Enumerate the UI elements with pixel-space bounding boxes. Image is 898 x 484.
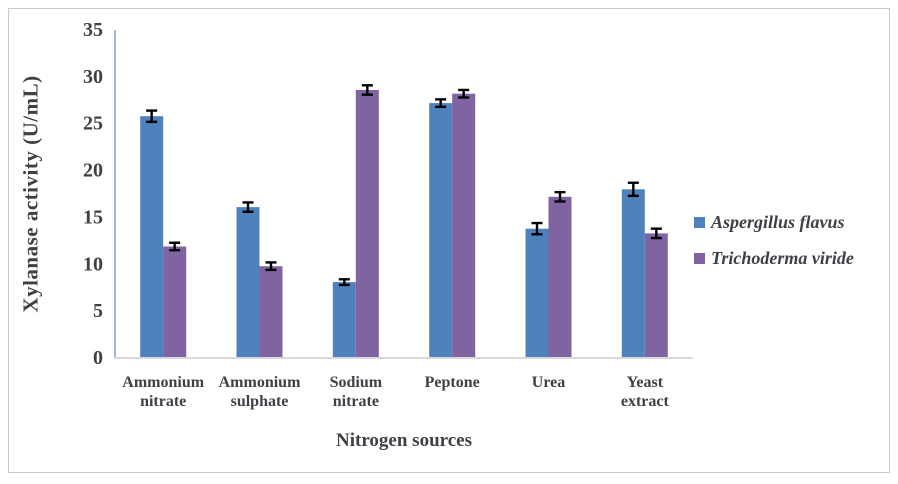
y-tick-label: 10 xyxy=(83,253,103,275)
bar-aspergillus-1 xyxy=(140,116,164,358)
y-tick-label: 15 xyxy=(83,206,103,228)
bar-trichoderma-3 xyxy=(355,90,379,358)
legend-item-trichoderma-viride: Trichoderma viride xyxy=(694,248,854,269)
bar-trichoderma-4 xyxy=(452,93,476,358)
bar-aspergillus-6 xyxy=(621,189,645,358)
bar-trichoderma-5 xyxy=(548,196,572,358)
bar-aspergillus-5 xyxy=(525,228,549,358)
y-tick-label: 35 xyxy=(83,19,103,41)
bar-aspergillus-3 xyxy=(332,282,356,358)
bar-aspergillus-4 xyxy=(429,103,453,358)
x-category-label: sulphate xyxy=(231,393,289,410)
x-category-label: Urea xyxy=(532,374,565,391)
x-category-label: extract xyxy=(621,393,670,410)
x-axis-title: Nitrogen sources xyxy=(336,430,472,451)
bar-trichoderma-2 xyxy=(259,266,283,358)
legend-swatch-trichoderma-viride xyxy=(694,253,705,264)
y-tick-label: 25 xyxy=(83,113,103,135)
y-tick-label: 0 xyxy=(93,347,103,369)
legend-item-aspergillus-flavus: Aspergillus flavus xyxy=(694,212,854,233)
legend: Aspergillus flavus Trichoderma viride xyxy=(694,212,854,269)
bar-trichoderma-6 xyxy=(644,233,668,358)
y-tick-label: 30 xyxy=(83,66,103,88)
legend-label-aspergillus-flavus: Aspergillus flavus xyxy=(711,212,845,232)
x-category-label: nitrate xyxy=(140,393,186,410)
x-category-label: Ammonium xyxy=(219,374,301,391)
legend-swatch-aspergillus-flavus xyxy=(694,217,705,228)
y-tick-label: 20 xyxy=(83,160,103,182)
x-category-label: Sodium xyxy=(330,374,383,391)
y-tick-label: 5 xyxy=(93,300,103,322)
bar-aspergillus-2 xyxy=(236,207,260,358)
x-category-label: Yeast xyxy=(627,374,664,391)
bar-trichoderma-1 xyxy=(163,246,187,358)
legend-label-trichoderma-viride: Trichoderma viride xyxy=(711,248,854,268)
y-axis-title: Xylanase activity (U/mL) xyxy=(18,75,43,313)
x-category-label: nitrate xyxy=(333,393,379,410)
x-category-label: Peptone xyxy=(425,374,480,391)
x-category-label: Ammonium xyxy=(122,374,204,391)
